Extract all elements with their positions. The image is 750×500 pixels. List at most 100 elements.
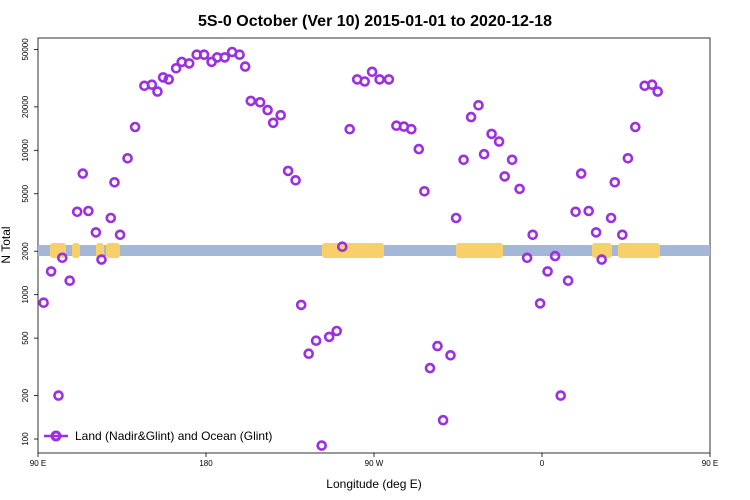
y-tick-label: 2000 [21,242,30,260]
data-point [622,153,634,164]
x-tick-label: 90 E [30,459,46,468]
data-point [290,175,301,186]
land-patch [72,243,80,258]
data-point [122,153,133,164]
data-point [590,227,602,238]
x-tick-label: 90 W [365,459,384,468]
data-point [437,414,449,426]
data-point [499,171,511,182]
data-point [64,275,75,287]
data-point [562,275,574,287]
data-point [609,177,621,188]
y-tick-label: 10000 [21,139,30,162]
data-point [616,229,628,241]
data-point [316,440,328,451]
data-point [450,212,462,224]
data-point [45,266,57,277]
data-point [549,250,561,262]
data-point [366,66,378,78]
legend-label: Land (Nadir&Glint) and Ocean (Glint) [75,429,272,443]
data-point [239,61,251,72]
land-patch [106,243,120,258]
data-point [646,79,658,90]
data-point [170,63,182,74]
data-point [245,95,257,107]
x-axis: 90 E 180 90 W 0 90 E [30,453,718,468]
data-point [183,58,195,69]
y-tick-label: 5000 [21,184,30,202]
land-patch [456,243,503,258]
data-point [413,143,425,155]
y-axis-label: N Total [0,226,13,263]
legend-marker [50,430,62,442]
data-point [90,227,102,238]
data-point [419,186,430,197]
data-point [262,104,273,116]
data-point [234,49,245,61]
data-point [96,254,107,265]
data-point [432,340,443,352]
x-tick-label: 90 E [702,459,718,468]
x-axis-label: Longitude (deg E) [326,477,421,491]
data-point [53,390,64,401]
data-point [163,74,174,85]
y-axis: 100 200 500 1000 2000 5000 10000 20000 50000 [21,38,38,446]
data-point [383,74,395,85]
data-point [521,252,533,264]
data-point [295,299,307,311]
data-point [310,335,322,347]
data-point [219,52,230,63]
data-point [114,229,126,241]
legend: Land (Nadir&Glint) and Ocean (Glint) [44,429,272,443]
y-tick-label: 100 [21,432,30,446]
data-point [605,212,617,224]
data-points [38,46,664,451]
data-point [282,165,294,177]
data-point [71,206,83,218]
y-tick-label: 50000 [21,38,30,61]
data-point [652,86,664,97]
data-point [267,117,279,129]
data-point [109,177,120,188]
y-tick-label: 20000 [21,95,30,118]
data-point [583,205,595,217]
data-point [555,390,567,401]
data-point [152,86,163,97]
land-patch [96,243,104,258]
data-point [38,297,49,309]
data-point [359,76,371,87]
data-point [506,154,518,166]
land-ocean-band [38,243,710,258]
data-point [493,136,505,147]
data-point [445,349,456,361]
data-point [514,183,525,195]
data-point [570,206,581,218]
data-point [303,348,315,360]
x-tick-label: 180 [199,459,213,468]
data-point [534,298,546,309]
y-tick-label: 200 [21,388,30,402]
y-tick-label: 500 [21,331,30,345]
land-patch [618,243,660,258]
chart-title: 5S-0 October (Ver 10) 2015-01-01 to 2020… [198,13,552,30]
data-point [77,168,89,179]
data-point [629,121,641,133]
land-patch [322,243,384,258]
y-tick-label: 1000 [21,285,30,303]
data-point [424,362,436,374]
data-point [254,97,266,108]
data-point [473,100,484,111]
land-patch [592,243,612,258]
data-point [374,74,385,85]
data-point [596,254,608,265]
data-point [458,154,469,166]
data-point [275,109,287,121]
data-point [486,128,497,140]
data-point [465,111,477,123]
data-point [105,212,117,224]
data-point [344,123,356,135]
data-point [542,266,553,277]
data-point [83,205,94,217]
